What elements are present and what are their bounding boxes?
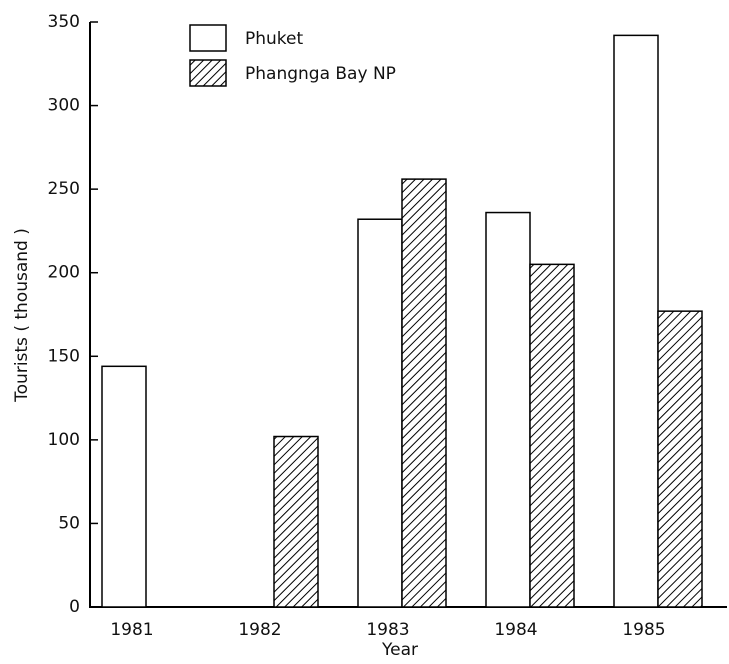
legend-swatch (189, 59, 227, 87)
bar (401, 178, 447, 608)
y-tick-label: 250 (48, 179, 80, 199)
y-tick-label: 200 (48, 263, 80, 283)
legend-swatch (189, 24, 227, 52)
y-axis-label: Tourists ( thousand ) (12, 228, 32, 403)
x-axis-label: Year (381, 640, 418, 660)
bar (485, 211, 531, 608)
x-tick-label: 1984 (494, 620, 537, 640)
bar (657, 310, 703, 608)
y-tick-label: 350 (48, 12, 80, 32)
x-tick-label: 1982 (238, 620, 281, 640)
y-tick-label: 300 (48, 96, 80, 116)
legend-label: Phangnga Bay NP (245, 64, 396, 84)
y-tick-label: 50 (58, 513, 80, 533)
bar (357, 218, 403, 608)
legend-label: Phuket (245, 29, 303, 49)
y-tick-label: 0 (69, 597, 80, 617)
bar (529, 263, 575, 608)
x-tick-label: 1985 (622, 620, 665, 640)
y-tick-label: 150 (48, 346, 80, 366)
bar (613, 34, 659, 608)
bar (101, 365, 147, 608)
bar (273, 435, 319, 608)
x-tick-label: 1981 (110, 620, 153, 640)
x-tick-label: 1983 (366, 620, 409, 640)
y-tick-label: 100 (48, 430, 80, 450)
